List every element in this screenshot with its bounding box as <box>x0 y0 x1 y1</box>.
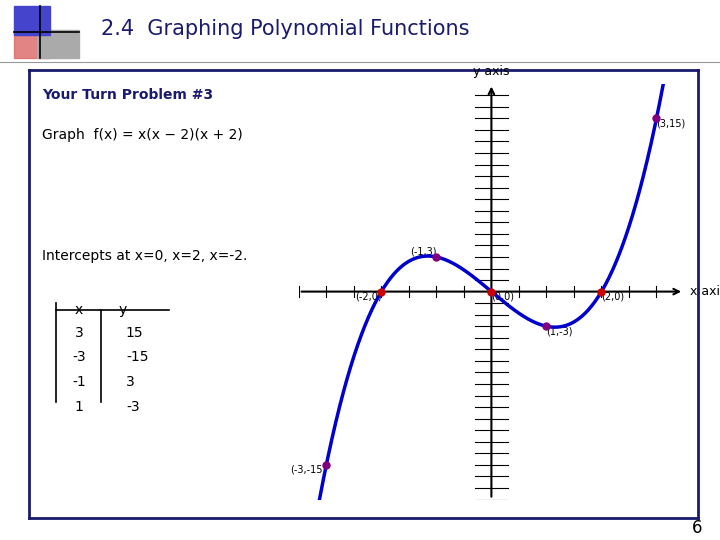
Bar <box>14 30 50 58</box>
Text: -3: -3 <box>72 350 86 365</box>
Text: 2.4  Graphing Polynomial Functions: 2.4 Graphing Polynomial Functions <box>101 19 469 39</box>
Text: y axis: y axis <box>473 65 510 78</box>
Text: Intercepts at x=0, x=2, x=-2.: Intercepts at x=0, x=2, x=-2. <box>42 249 248 264</box>
Text: x: x <box>75 303 83 318</box>
Text: Your Turn Problem #3: Your Turn Problem #3 <box>42 88 213 102</box>
Text: (-2,0): (-2,0) <box>355 292 382 302</box>
Text: (1,-3): (1,-3) <box>546 326 573 336</box>
Text: -15: -15 <box>126 350 148 365</box>
Text: 3: 3 <box>75 326 84 340</box>
Text: -3: -3 <box>126 400 140 414</box>
Text: 3: 3 <box>126 375 135 389</box>
Text: (2,0): (2,0) <box>601 292 624 302</box>
Text: -1: -1 <box>72 375 86 389</box>
Text: x axis: x axis <box>690 285 720 298</box>
Text: (0,0): (0,0) <box>491 292 514 302</box>
Text: (-1,3): (-1,3) <box>410 247 436 257</box>
Text: 15: 15 <box>126 326 143 340</box>
Text: 1: 1 <box>75 400 84 414</box>
Bar <box>14 6 50 35</box>
Bar <box>37 30 79 58</box>
Text: Graph  f(x) = x(x − 2)(x + 2): Graph f(x) = x(x − 2)(x + 2) <box>42 129 243 143</box>
Text: 6: 6 <box>691 519 702 537</box>
Text: (3,15): (3,15) <box>657 118 685 129</box>
Text: y: y <box>118 303 127 318</box>
Text: (-3,-15): (-3,-15) <box>290 465 326 475</box>
